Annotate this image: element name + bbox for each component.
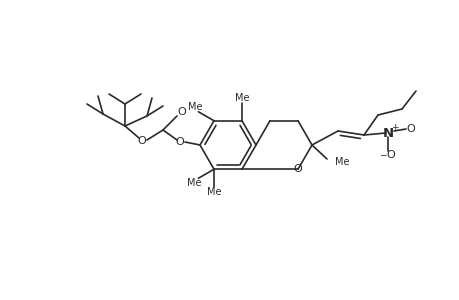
Text: O: O: [137, 136, 146, 146]
Text: O: O: [175, 137, 184, 147]
Text: O: O: [177, 107, 186, 117]
Text: +: +: [391, 122, 398, 131]
Text: O: O: [386, 150, 395, 160]
Text: Me: Me: [206, 187, 221, 197]
Text: N: N: [381, 127, 393, 140]
Text: Me: Me: [188, 102, 202, 112]
Text: Me: Me: [234, 93, 249, 103]
Text: Me: Me: [187, 178, 201, 188]
Text: −: −: [378, 151, 386, 160]
Text: Me: Me: [334, 157, 349, 167]
Text: O: O: [293, 164, 302, 174]
Text: O: O: [406, 124, 414, 134]
